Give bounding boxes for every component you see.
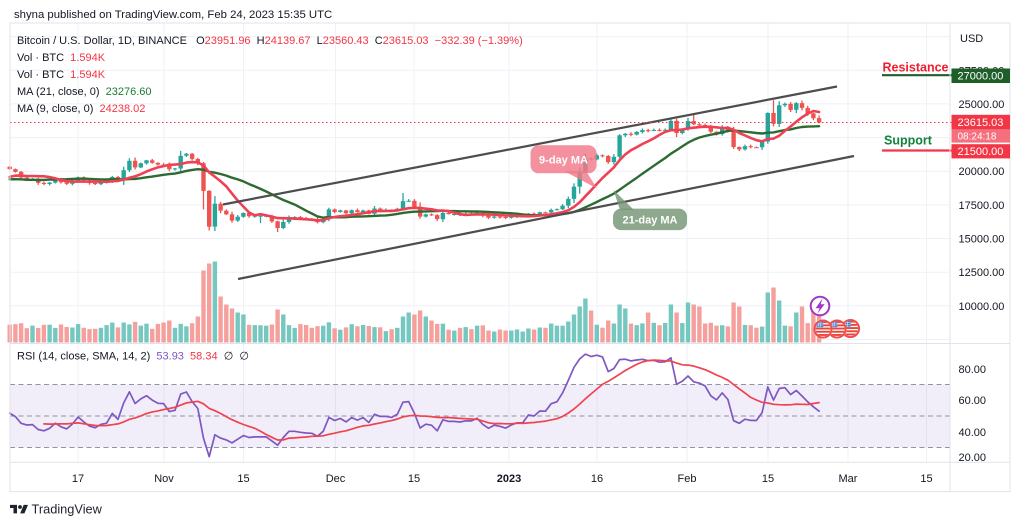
svg-text:MA (21, close, 0) 23276.60: MA (21, close, 0) 23276.60 <box>17 86 152 98</box>
svg-text:USD: USD <box>960 33 983 45</box>
svg-text:17500.00: 17500.00 <box>959 200 1005 212</box>
svg-text:15: 15 <box>408 473 420 485</box>
svg-text:60.00: 60.00 <box>959 395 987 407</box>
svg-text:2023: 2023 <box>497 473 521 485</box>
svg-text:shyna published on TradingView: shyna published on TradingView.com, Feb … <box>14 9 332 21</box>
svg-text:Support: Support <box>884 134 933 148</box>
svg-text:15000.00: 15000.00 <box>959 234 1005 246</box>
svg-text:Dec: Dec <box>326 473 346 485</box>
svg-text:17: 17 <box>72 473 84 485</box>
svg-text:20.00: 20.00 <box>959 452 987 464</box>
svg-text:08:24:18: 08:24:18 <box>958 131 997 142</box>
svg-text:Mar: Mar <box>839 473 858 485</box>
svg-text:Bitcoin / U.S. Dollar, 1D, BIN: Bitcoin / U.S. Dollar, 1D, BINANCE O2395… <box>17 35 523 47</box>
svg-text:20000.00: 20000.00 <box>959 166 1005 178</box>
svg-text:Vol · BTC 1.594K: Vol · BTC 1.594K <box>17 52 106 64</box>
svg-text:21-day MA: 21-day MA <box>622 215 677 227</box>
svg-text:25000.00: 25000.00 <box>959 99 1005 111</box>
svg-text:80.00: 80.00 <box>959 364 987 376</box>
svg-text:9-day MA: 9-day MA <box>539 155 588 167</box>
svg-text:RSI (14, close, SMA, 14, 2) 5: RSI (14, close, SMA, 14, 2) 53.93 58.34 … <box>17 351 249 363</box>
svg-text:15: 15 <box>920 473 932 485</box>
svg-text:23615.03: 23615.03 <box>958 117 1004 129</box>
svg-text:TradingView: TradingView <box>32 502 103 517</box>
svg-text:40.00: 40.00 <box>959 427 987 439</box>
svg-text:MA (9, close, 0) 24238.02: MA (9, close, 0) 24238.02 <box>17 103 145 115</box>
svg-text:10000.00: 10000.00 <box>959 301 1005 313</box>
svg-text:Vol · BTC 1.594K: Vol · BTC 1.594K <box>17 69 106 81</box>
svg-text:Feb: Feb <box>678 473 697 485</box>
svg-text:15: 15 <box>237 473 249 485</box>
svg-text:16: 16 <box>591 473 603 485</box>
svg-text:21500.00: 21500.00 <box>958 146 1004 158</box>
svg-text:Resistance: Resistance <box>882 61 948 75</box>
svg-text:15: 15 <box>762 473 774 485</box>
svg-text:27000.00: 27000.00 <box>958 71 1004 83</box>
svg-text:12500.00: 12500.00 <box>959 267 1005 279</box>
svg-text:Nov: Nov <box>154 473 174 485</box>
